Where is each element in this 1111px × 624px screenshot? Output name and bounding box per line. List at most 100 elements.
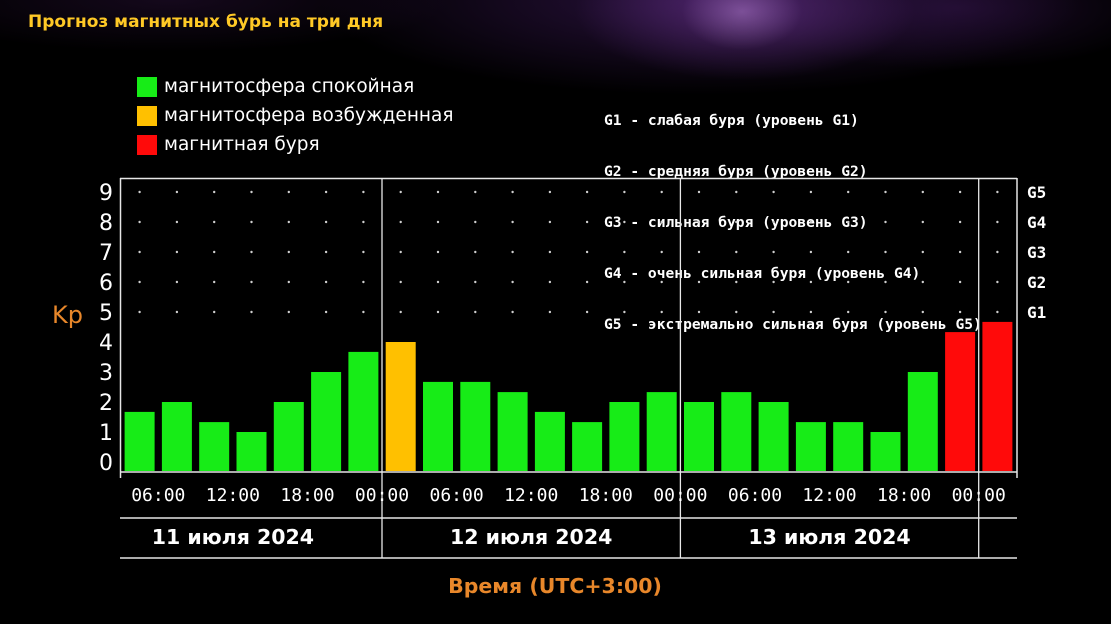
x-axis-ticks: 06:00 12:00 18:00 00:00 06:00 12:00 18:00 00:00… xyxy=(131,485,1006,506)
grid-dot xyxy=(474,190,477,194)
grid-dot xyxy=(996,310,999,314)
grid-dot xyxy=(175,310,179,314)
grid-dot xyxy=(585,280,589,284)
grid-dot xyxy=(511,280,514,284)
x-tick-label: 18:00 xyxy=(877,485,931,506)
grid-dot xyxy=(996,190,999,194)
grid-dot xyxy=(884,250,887,254)
grid-dot xyxy=(697,220,701,224)
grid-dot xyxy=(996,220,999,224)
kp-bar xyxy=(236,432,267,471)
grid-dot xyxy=(287,250,290,254)
grid-dot xyxy=(847,280,850,284)
kp-bar xyxy=(497,392,528,471)
grid-dot xyxy=(362,250,365,254)
grid-dot xyxy=(958,280,962,284)
grid-dot xyxy=(362,280,365,284)
grid-dot xyxy=(399,190,402,194)
kp-bar xyxy=(534,411,565,471)
grid-dot xyxy=(287,190,290,194)
g-level-label: G5 xyxy=(1027,183,1046,202)
grid-dot xyxy=(585,220,589,224)
grid-dot xyxy=(511,220,514,224)
storm-scale-g2: G2 - средняя буря (уровень G2) xyxy=(604,163,868,180)
kp-bar xyxy=(199,422,230,471)
grid-dot xyxy=(511,310,514,314)
grid-dot xyxy=(623,280,626,284)
bar-series xyxy=(124,321,1013,471)
legend-swatch-red xyxy=(137,135,157,155)
grid-dot xyxy=(436,190,440,194)
x-axis-title: Время (UTC+3:00) xyxy=(448,574,662,598)
kp-bar xyxy=(721,392,752,471)
kp-bar xyxy=(385,342,416,471)
grid-dot xyxy=(585,190,589,194)
kp-bar xyxy=(609,402,640,471)
kp-bar xyxy=(646,392,677,471)
grid-dot xyxy=(921,250,924,254)
x-tick-label: 12:00 xyxy=(802,485,856,506)
grid-dot xyxy=(287,280,290,284)
plot-frame xyxy=(119,177,1018,559)
grid-dot xyxy=(213,310,216,314)
grid-dot xyxy=(809,190,813,194)
grid-dot xyxy=(175,280,179,284)
grid-dot xyxy=(175,220,179,224)
grid-dot xyxy=(362,220,365,224)
grid-dot xyxy=(474,310,477,314)
grid-dot xyxy=(324,310,328,314)
grid-dot xyxy=(324,190,328,194)
grid-dot xyxy=(511,190,514,194)
grid-dot xyxy=(847,310,850,314)
grid-dot xyxy=(324,280,328,284)
grid-dot xyxy=(623,250,626,254)
grid-dot xyxy=(847,250,850,254)
grid-dot xyxy=(697,280,701,284)
grid-dot xyxy=(250,220,253,224)
grid-dot xyxy=(884,190,887,194)
y-axis-title: Kp xyxy=(52,301,83,329)
grid-dot xyxy=(287,220,290,224)
grid-dot xyxy=(138,310,141,314)
grid-dot xyxy=(660,250,663,254)
storm-scale-g3: G3 - сильная буря (уровень G3) xyxy=(604,214,868,231)
grid-dot xyxy=(623,310,626,314)
grid-dot xyxy=(958,220,962,224)
grid-dot xyxy=(175,250,179,254)
grid-dot xyxy=(436,220,440,224)
g-level-label: G2 xyxy=(1027,273,1046,292)
kp-bar xyxy=(423,381,453,471)
legend-label: магнитосфера спокойная xyxy=(164,76,415,97)
grid-dot xyxy=(958,190,962,194)
y-tick-label: 2 xyxy=(99,391,113,416)
x-tick-label: 12:00 xyxy=(504,485,558,506)
grid-dot xyxy=(399,220,402,224)
y-tick-label: 0 xyxy=(99,451,113,476)
grid-dot xyxy=(585,250,589,254)
grid-dot xyxy=(809,310,813,314)
x-tick-label: 00:00 xyxy=(952,485,1006,506)
grid-dot xyxy=(213,220,216,224)
kp-bar xyxy=(833,422,864,471)
grid-dot xyxy=(884,220,887,224)
grid-dot xyxy=(697,310,701,314)
grid-dot xyxy=(735,220,738,224)
legend-swatch-green xyxy=(137,77,157,97)
x-tick-label: 06:00 xyxy=(131,485,185,506)
day-label: 13 июля 2024 xyxy=(748,525,910,549)
grid-dot xyxy=(772,250,775,254)
grid-dot xyxy=(436,310,440,314)
grid-dot xyxy=(175,190,179,194)
grid-dot xyxy=(548,250,552,254)
x-tick-label: 18:00 xyxy=(579,485,633,506)
kp-bar xyxy=(572,422,603,471)
grid-dot xyxy=(660,190,663,194)
grid-dot xyxy=(250,280,253,284)
y-tick-label: 7 xyxy=(99,241,113,266)
day-label: 12 июля 2024 xyxy=(450,525,612,549)
legend-item-quiet: магнитосфера спокойная xyxy=(137,77,414,97)
grid-dot xyxy=(213,280,216,284)
grid-dot xyxy=(996,280,999,284)
